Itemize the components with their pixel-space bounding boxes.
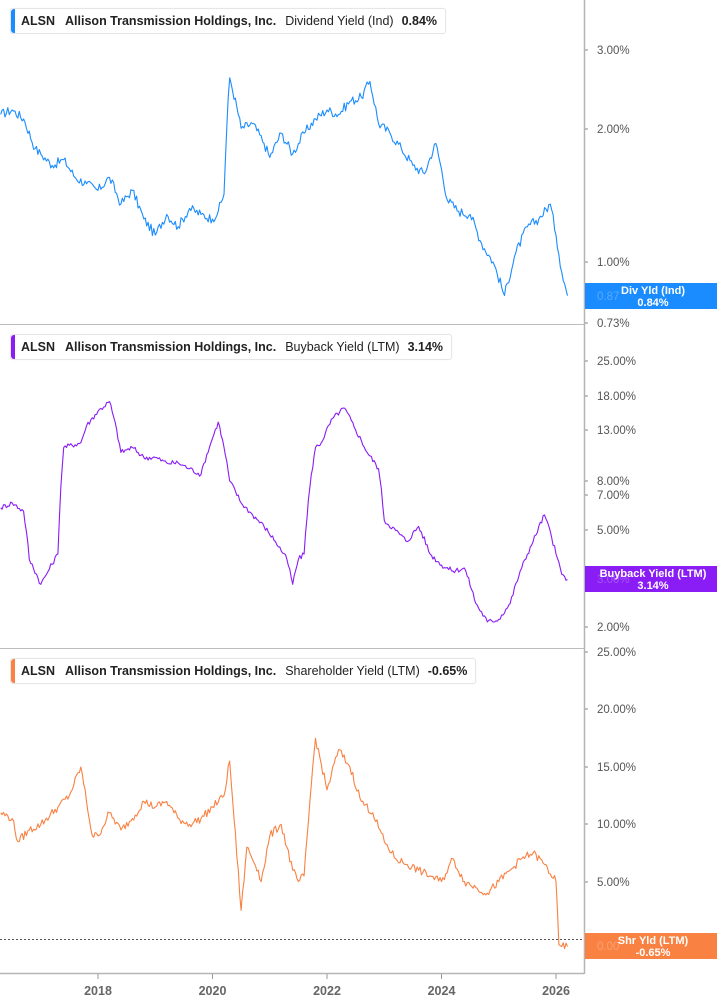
x-tick-label: 2026 bbox=[542, 984, 570, 998]
legend-buyback-yield[interactable]: ALSN Allison Transmission Holdings, Inc.… bbox=[10, 334, 453, 360]
badge-value: 0.84% bbox=[637, 297, 668, 309]
x-tick-label: 2020 bbox=[199, 984, 227, 998]
legend-ticker: ALSN bbox=[21, 14, 56, 28]
x-tick-label: 2018 bbox=[84, 984, 112, 998]
y-tick-label: 25.00% bbox=[597, 647, 636, 659]
y-tick-label: 5.00% bbox=[597, 877, 630, 889]
y-tick-label: 20.00% bbox=[597, 704, 636, 716]
value-badge-2: 3.00%Buyback Yield (LTM)3.14% bbox=[585, 566, 717, 592]
series-color-swatch bbox=[11, 9, 15, 33]
y-tick-label: 3.00% bbox=[597, 45, 630, 57]
legend-metric: Shareholder Yield (LTM) bbox=[285, 664, 420, 678]
badge-value: -0.65% bbox=[636, 947, 671, 959]
y-tick-label: 2.00% bbox=[597, 124, 630, 136]
legend-value: -0.65% bbox=[427, 664, 468, 678]
y-tick-label: 7.00% bbox=[597, 490, 630, 502]
legend-value: 0.84% bbox=[401, 14, 438, 28]
y-tick-label: 8.00% bbox=[597, 476, 630, 488]
y-tick-label: 25.00% bbox=[597, 356, 636, 368]
value-badge-1: 0.87 Div Yld (Ind)0.84% bbox=[585, 283, 717, 309]
badge-value: 3.14% bbox=[637, 580, 668, 592]
legend-company: Allison Transmission Holdings, Inc. bbox=[65, 664, 277, 678]
svg-text:3.00%: 3.00% bbox=[597, 574, 630, 586]
series-color-swatch bbox=[11, 659, 15, 683]
x-tick-label: 2022 bbox=[313, 984, 341, 998]
y-tick-label: 15.00% bbox=[597, 762, 636, 774]
y-tick-label: 5.00% bbox=[597, 525, 630, 537]
legend-ticker: ALSN bbox=[21, 340, 56, 354]
y-tick-label: 18.00% bbox=[597, 391, 636, 403]
series-line-1[interactable] bbox=[0, 77, 569, 297]
y-tick-label: 0.73% bbox=[597, 318, 630, 330]
series-line-2[interactable] bbox=[0, 401, 568, 623]
legend-metric: Buyback Yield (LTM) bbox=[285, 340, 400, 354]
legend-value: 3.14% bbox=[407, 340, 444, 354]
svg-text:0.00: 0.00 bbox=[597, 941, 619, 953]
legend-dividend-yield[interactable]: ALSN Allison Transmission Holdings, Inc.… bbox=[10, 8, 447, 34]
y-tick-label: 2.00% bbox=[597, 622, 630, 634]
svg-text:0.87: 0.87 bbox=[597, 291, 619, 303]
y-tick-label: 13.00% bbox=[597, 425, 636, 437]
series-color-swatch bbox=[11, 335, 15, 359]
x-tick-label: 2024 bbox=[428, 984, 456, 998]
legend-company: Allison Transmission Holdings, Inc. bbox=[65, 340, 277, 354]
badge-label: Shr Yld (LTM) bbox=[618, 935, 689, 947]
legend-metric: Dividend Yield (Ind) bbox=[285, 14, 394, 28]
badge-label: Buyback Yield (LTM) bbox=[600, 568, 707, 580]
legend-company: Allison Transmission Holdings, Inc. bbox=[65, 14, 277, 28]
y-tick-label: 1.00% bbox=[597, 257, 630, 269]
badge-label: Div Yld (Ind) bbox=[621, 285, 685, 297]
legend-shareholder-yield[interactable]: ALSN Allison Transmission Holdings, Inc.… bbox=[10, 658, 477, 684]
y-tick-label: 10.00% bbox=[597, 819, 636, 831]
series-line-3[interactable] bbox=[0, 737, 569, 950]
legend-ticker: ALSN bbox=[21, 664, 56, 678]
